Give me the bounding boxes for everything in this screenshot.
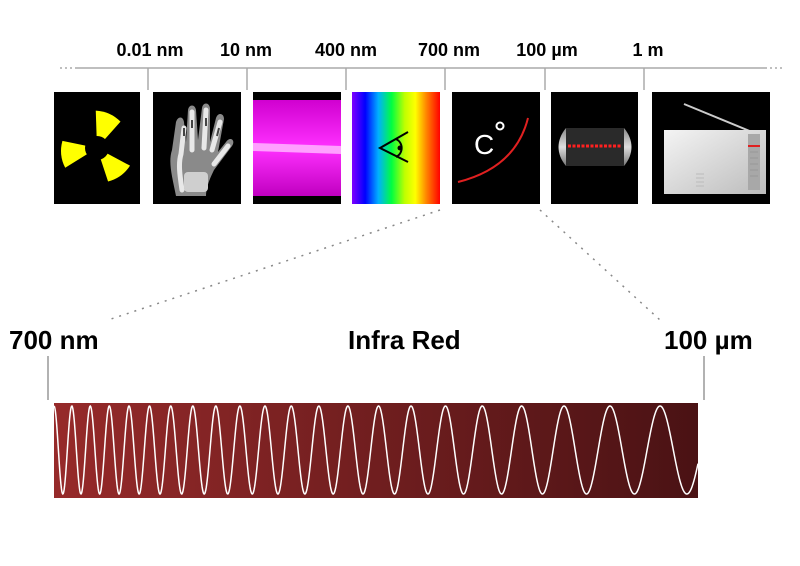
xray-hand-image [153,92,241,204]
scale-label-1m: 1 m [632,40,664,60]
visible-spectrum-panel [352,92,440,204]
zoom-right-label: 100 µm [664,325,753,355]
infrared-thermometer-panel: C [452,92,540,204]
radio-panel [652,92,770,204]
microwave-panel [551,92,638,204]
scale-label-400nm: 400 nm [314,40,378,60]
infrared-wave [53,404,699,496]
infrared-band [47,356,705,498]
infrared-band-gradient [54,403,698,498]
scale-label-700nm: 700 nm [417,40,481,60]
ultraviolet-panel [253,92,341,204]
zoom-title: Infra Red [348,325,461,355]
scale-label-10nm: 10 nm [219,40,273,60]
zoom-guide-lines [107,209,661,321]
scale-label-100um: 100 µm [516,40,578,60]
zoom-left-label: 700 nm [9,325,99,355]
wavelength-scale [60,67,785,90]
scale-label-0-01nm: 0.01 nm [116,40,184,60]
celsius-symbol: C [474,129,494,160]
radiation-hazard-icon [54,92,140,204]
